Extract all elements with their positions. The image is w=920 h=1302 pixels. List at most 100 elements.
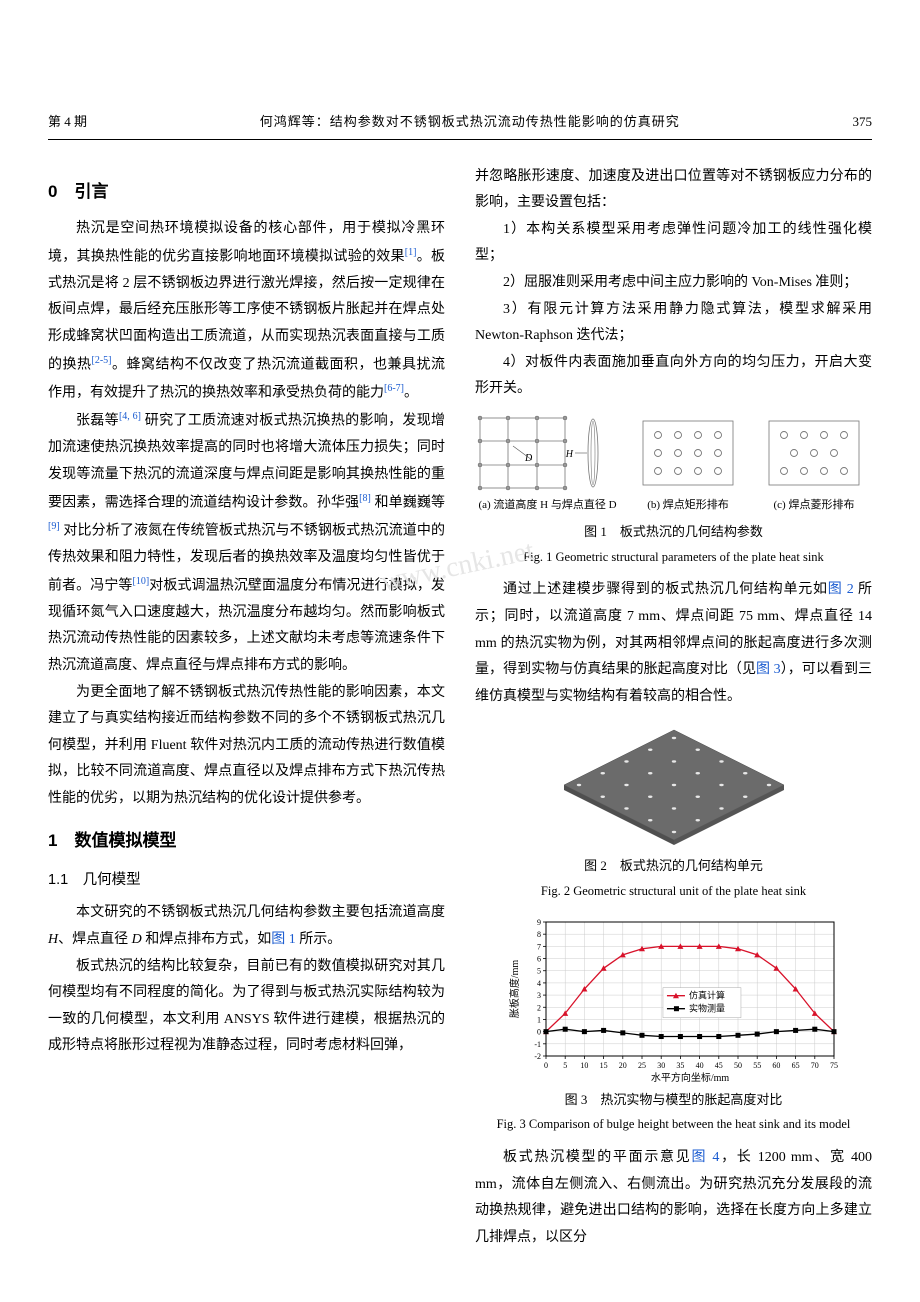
citation-ref[interactable]: [10] bbox=[133, 576, 150, 587]
paragraph: 为更全面地了解不锈钢板式热沉传热性能的影响因素，本文建立了与真实结构接近而结构参… bbox=[48, 680, 445, 813]
svg-text:65: 65 bbox=[791, 1061, 799, 1070]
svg-text:5: 5 bbox=[563, 1061, 567, 1070]
list-item: 1）本构关系模型采用考虑弹性问题冷加工的线性强化模型； bbox=[475, 217, 872, 270]
citation-ref[interactable]: [2-5] bbox=[92, 355, 112, 366]
svg-text:30: 30 bbox=[657, 1061, 665, 1070]
fig1-caption-cn: 图 1 板式热沉的几何结构参数 bbox=[475, 520, 872, 545]
svg-text:实物测量: 实物测量 bbox=[688, 1002, 724, 1013]
text: 所示。 bbox=[296, 932, 342, 947]
list-item: 2）屈服准则采用考虑中间主应力影响的 Von-Mises 准则； bbox=[475, 270, 872, 297]
svg-text:20: 20 bbox=[618, 1061, 626, 1070]
figure-1-row: D H (a) 流道高度 H 与焊点直径 D bbox=[475, 413, 872, 516]
paragraph-continuation: 并忽略胀形速度、加速度及进出口位置等对不锈钢板应力分布的影响，主要设置包括： bbox=[475, 164, 872, 217]
fig1b-caption: (b) 焊点矩形排布 bbox=[630, 495, 746, 516]
page-header: 第 4 期 何鸿辉等：结构参数对不锈钢板式热沉流动传热性能影响的仿真研究 375 bbox=[48, 110, 872, 140]
svg-text:45: 45 bbox=[714, 1061, 722, 1070]
svg-text:25: 25 bbox=[638, 1061, 646, 1070]
fig1b-svg bbox=[638, 413, 738, 493]
two-column-layout: 0 引言 热沉是空间热环境模拟设备的核心部件，用于模拟冷黑环境，其换热性能的优劣… bbox=[48, 164, 872, 1252]
section-1-1-heading: 1.1 几何模型 bbox=[48, 867, 445, 895]
text: 、焊点直径 bbox=[58, 932, 132, 947]
text: 。 bbox=[404, 386, 418, 401]
var: D bbox=[132, 932, 142, 947]
fig1c-caption: (c) 焊点菱形排布 bbox=[756, 495, 872, 516]
label-H: H bbox=[565, 449, 574, 460]
figure-1c: (c) 焊点菱形排布 bbox=[756, 413, 872, 516]
figure-3: -2-1012345678905101520253035404550556065… bbox=[475, 914, 872, 1137]
figure-1a: D H (a) 流道高度 H 与焊点直径 D bbox=[475, 413, 620, 516]
paragraph: 通过上述建模步骤得到的板式热沉几何结构单元如图 2 所示；同时，以流道高度 7 … bbox=[475, 577, 872, 710]
paragraph: 板式热沉模型的平面示意见图 4，长 1200 mm、宽 400 mm，流体自左侧… bbox=[475, 1145, 872, 1251]
fig3-caption-cn: 图 3 热沉实物与模型的胀起高度对比 bbox=[475, 1088, 872, 1113]
svg-text:9: 9 bbox=[537, 918, 541, 927]
paragraph: 热沉是空间热环境模拟设备的核心部件，用于模拟冷黑环境，其换热性能的优劣直接影响地… bbox=[48, 216, 445, 407]
issue-label: 第 4 期 bbox=[48, 110, 87, 135]
paragraph: 张磊等[4, 6] 研究了工质流速对板式热沉换热的影响，发现增加流速使热沉换热效… bbox=[48, 407, 445, 680]
figure-ref[interactable]: 图 1 bbox=[271, 932, 296, 947]
figure-ref[interactable]: 图 2 bbox=[828, 582, 854, 597]
svg-text:35: 35 bbox=[676, 1061, 684, 1070]
fig2-svg bbox=[544, 720, 804, 850]
text: 本文研究的不锈钢板式热沉几何结构参数主要包括流道高度 bbox=[76, 905, 445, 920]
paragraph: 板式热沉的结构比较复杂，目前已有的数值模拟研究对其几何模型均有不同程度的简化。为… bbox=[48, 954, 445, 1060]
citation-ref[interactable]: [1] bbox=[405, 247, 417, 258]
svg-text:10: 10 bbox=[580, 1061, 588, 1070]
svg-text:0: 0 bbox=[537, 1027, 541, 1036]
fig2-caption-en: Fig. 2 Geometric structural unit of the … bbox=[475, 880, 872, 904]
figure-1: D H (a) 流道高度 H 与焊点直径 D bbox=[475, 413, 872, 569]
svg-text:-2: -2 bbox=[534, 1052, 541, 1061]
svg-text:3: 3 bbox=[537, 991, 541, 1000]
fig2-caption-cn: 图 2 板式热沉的几何结构单元 bbox=[475, 854, 872, 879]
svg-text:40: 40 bbox=[695, 1061, 703, 1070]
text: 和单巍巍等 bbox=[371, 495, 445, 510]
list-item: 3）有限元计算方法采用静力隐式算法，模型求解采用 Newton-Raphson … bbox=[475, 297, 872, 350]
svg-text:60: 60 bbox=[772, 1061, 780, 1070]
figure-ref[interactable]: 图 3 bbox=[756, 662, 781, 677]
svg-text:1: 1 bbox=[537, 1015, 541, 1024]
svg-text:15: 15 bbox=[599, 1061, 607, 1070]
fig1c-svg bbox=[764, 413, 864, 493]
citation-ref[interactable]: [6-7] bbox=[384, 383, 404, 394]
list-item: 4）对板件内表面施加垂直向外方向的均匀压力，开启大变形开关。 bbox=[475, 350, 872, 403]
svg-text:0: 0 bbox=[544, 1061, 548, 1070]
section-0-heading: 0 引言 bbox=[48, 176, 445, 208]
svg-text:55: 55 bbox=[753, 1061, 761, 1070]
section-1-heading: 1 数值模拟模型 bbox=[48, 825, 445, 857]
svg-text:水平方向坐标/mm: 水平方向坐标/mm bbox=[650, 1071, 729, 1084]
paragraph: 本文研究的不锈钢板式热沉几何结构参数主要包括流道高度 H、焊点直径 D 和焊点排… bbox=[48, 900, 445, 953]
svg-text:仿真计算: 仿真计算 bbox=[688, 989, 724, 1000]
svg-text:6: 6 bbox=[537, 954, 541, 963]
figure-2: 图 2 板式热沉的几何结构单元 Fig. 2 Geometric structu… bbox=[475, 720, 872, 903]
figure-ref[interactable]: 图 4 bbox=[691, 1150, 719, 1165]
svg-text:2: 2 bbox=[537, 1003, 541, 1012]
svg-text:7: 7 bbox=[537, 942, 541, 951]
svg-text:75: 75 bbox=[830, 1061, 838, 1070]
svg-text:50: 50 bbox=[734, 1061, 742, 1070]
text: 通过上述建模步骤得到的板式热沉几何结构单元如 bbox=[503, 582, 828, 597]
fig3-caption-en: Fig. 3 Comparison of bulge height betwee… bbox=[475, 1113, 872, 1137]
text: 和焊点排布方式，如 bbox=[142, 932, 272, 947]
figure-1b: (b) 焊点矩形排布 bbox=[630, 413, 746, 516]
fig3-svg: -2-1012345678905101520253035404550556065… bbox=[504, 914, 844, 1084]
text: 板式热沉模型的平面示意见 bbox=[503, 1150, 691, 1165]
citation-ref[interactable]: [9] bbox=[48, 521, 60, 532]
svg-text:8: 8 bbox=[537, 930, 541, 939]
fig1a-caption: (a) 流道高度 H 与焊点直径 D bbox=[475, 495, 620, 516]
svg-text:4: 4 bbox=[537, 979, 541, 988]
svg-text:胀板高度/mm: 胀板高度/mm bbox=[508, 959, 521, 1018]
text: 张磊等 bbox=[76, 414, 119, 429]
svg-text:-1: -1 bbox=[534, 1040, 541, 1049]
citation-ref[interactable]: [4, 6] bbox=[119, 411, 141, 422]
svg-text:5: 5 bbox=[537, 966, 541, 975]
citation-ref[interactable]: [8] bbox=[359, 493, 371, 504]
fig1-caption-en: Fig. 1 Geometric structural parameters o… bbox=[475, 546, 872, 570]
page-number: 375 bbox=[853, 110, 873, 135]
right-column: 并忽略胀形速度、加速度及进出口位置等对不锈钢板应力分布的影响，主要设置包括： 1… bbox=[475, 164, 872, 1252]
fig1a-svg: D H bbox=[475, 413, 620, 493]
label-D: D bbox=[524, 453, 533, 464]
svg-text:70: 70 bbox=[810, 1061, 818, 1070]
var: H bbox=[48, 932, 58, 947]
running-title: 何鸿辉等：结构参数对不锈钢板式热沉流动传热性能影响的仿真研究 bbox=[87, 110, 852, 135]
left-column: 0 引言 热沉是空间热环境模拟设备的核心部件，用于模拟冷黑环境，其换热性能的优劣… bbox=[48, 164, 445, 1252]
text: 热沉是空间热环境模拟设备的核心部件，用于模拟冷黑环境，其换热性能的优劣直接影响地… bbox=[48, 221, 445, 264]
